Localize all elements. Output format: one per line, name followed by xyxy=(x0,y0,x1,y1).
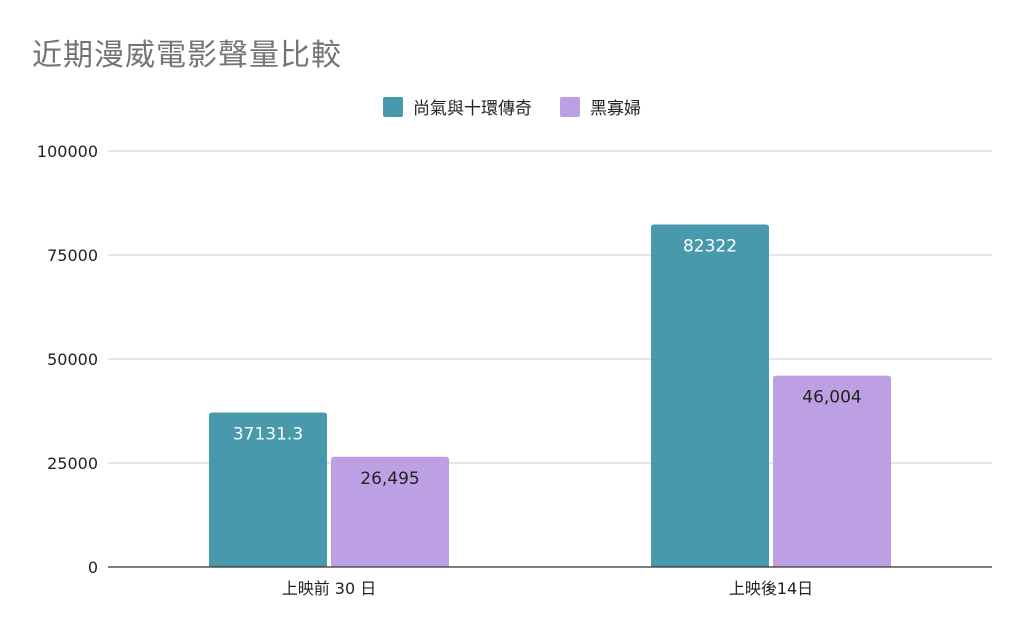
y-tick-label: 0 xyxy=(88,558,98,577)
y-tick-label: 25000 xyxy=(47,454,98,473)
data-label: 46,004 xyxy=(802,388,861,408)
bar-series-1 xyxy=(773,375,891,567)
bar-series-0 xyxy=(651,224,769,568)
legend-swatch-series-1 xyxy=(560,96,580,117)
y-tick-label: 50000 xyxy=(47,350,98,369)
legend-label-series-1: 黑寡婦 xyxy=(590,99,641,119)
legend: 尚氣與十環傳奇 黑寡婦 xyxy=(0,94,1024,119)
legend-swatch-series-0 xyxy=(383,96,403,117)
legend-item-series-0: 尚氣與十環傳奇 xyxy=(383,94,532,119)
data-label: 82322 xyxy=(683,237,737,257)
chart-title: 近期漫威電影聲量比較 xyxy=(32,38,342,73)
data-label: 37131.3 xyxy=(233,425,303,445)
y-tick-label: 100000 xyxy=(37,142,98,161)
x-category-label: 上映後14日 xyxy=(729,579,813,598)
x-category-label: 上映前 30 日 xyxy=(282,579,377,598)
bar-series-1 xyxy=(331,456,449,567)
y-tick-label: 75000 xyxy=(47,246,98,265)
legend-label-series-0: 尚氣與十環傳奇 xyxy=(413,99,532,119)
legend-item-series-1: 黑寡婦 xyxy=(560,94,641,119)
data-label: 26,495 xyxy=(360,469,419,489)
bar-series-0 xyxy=(209,412,327,567)
